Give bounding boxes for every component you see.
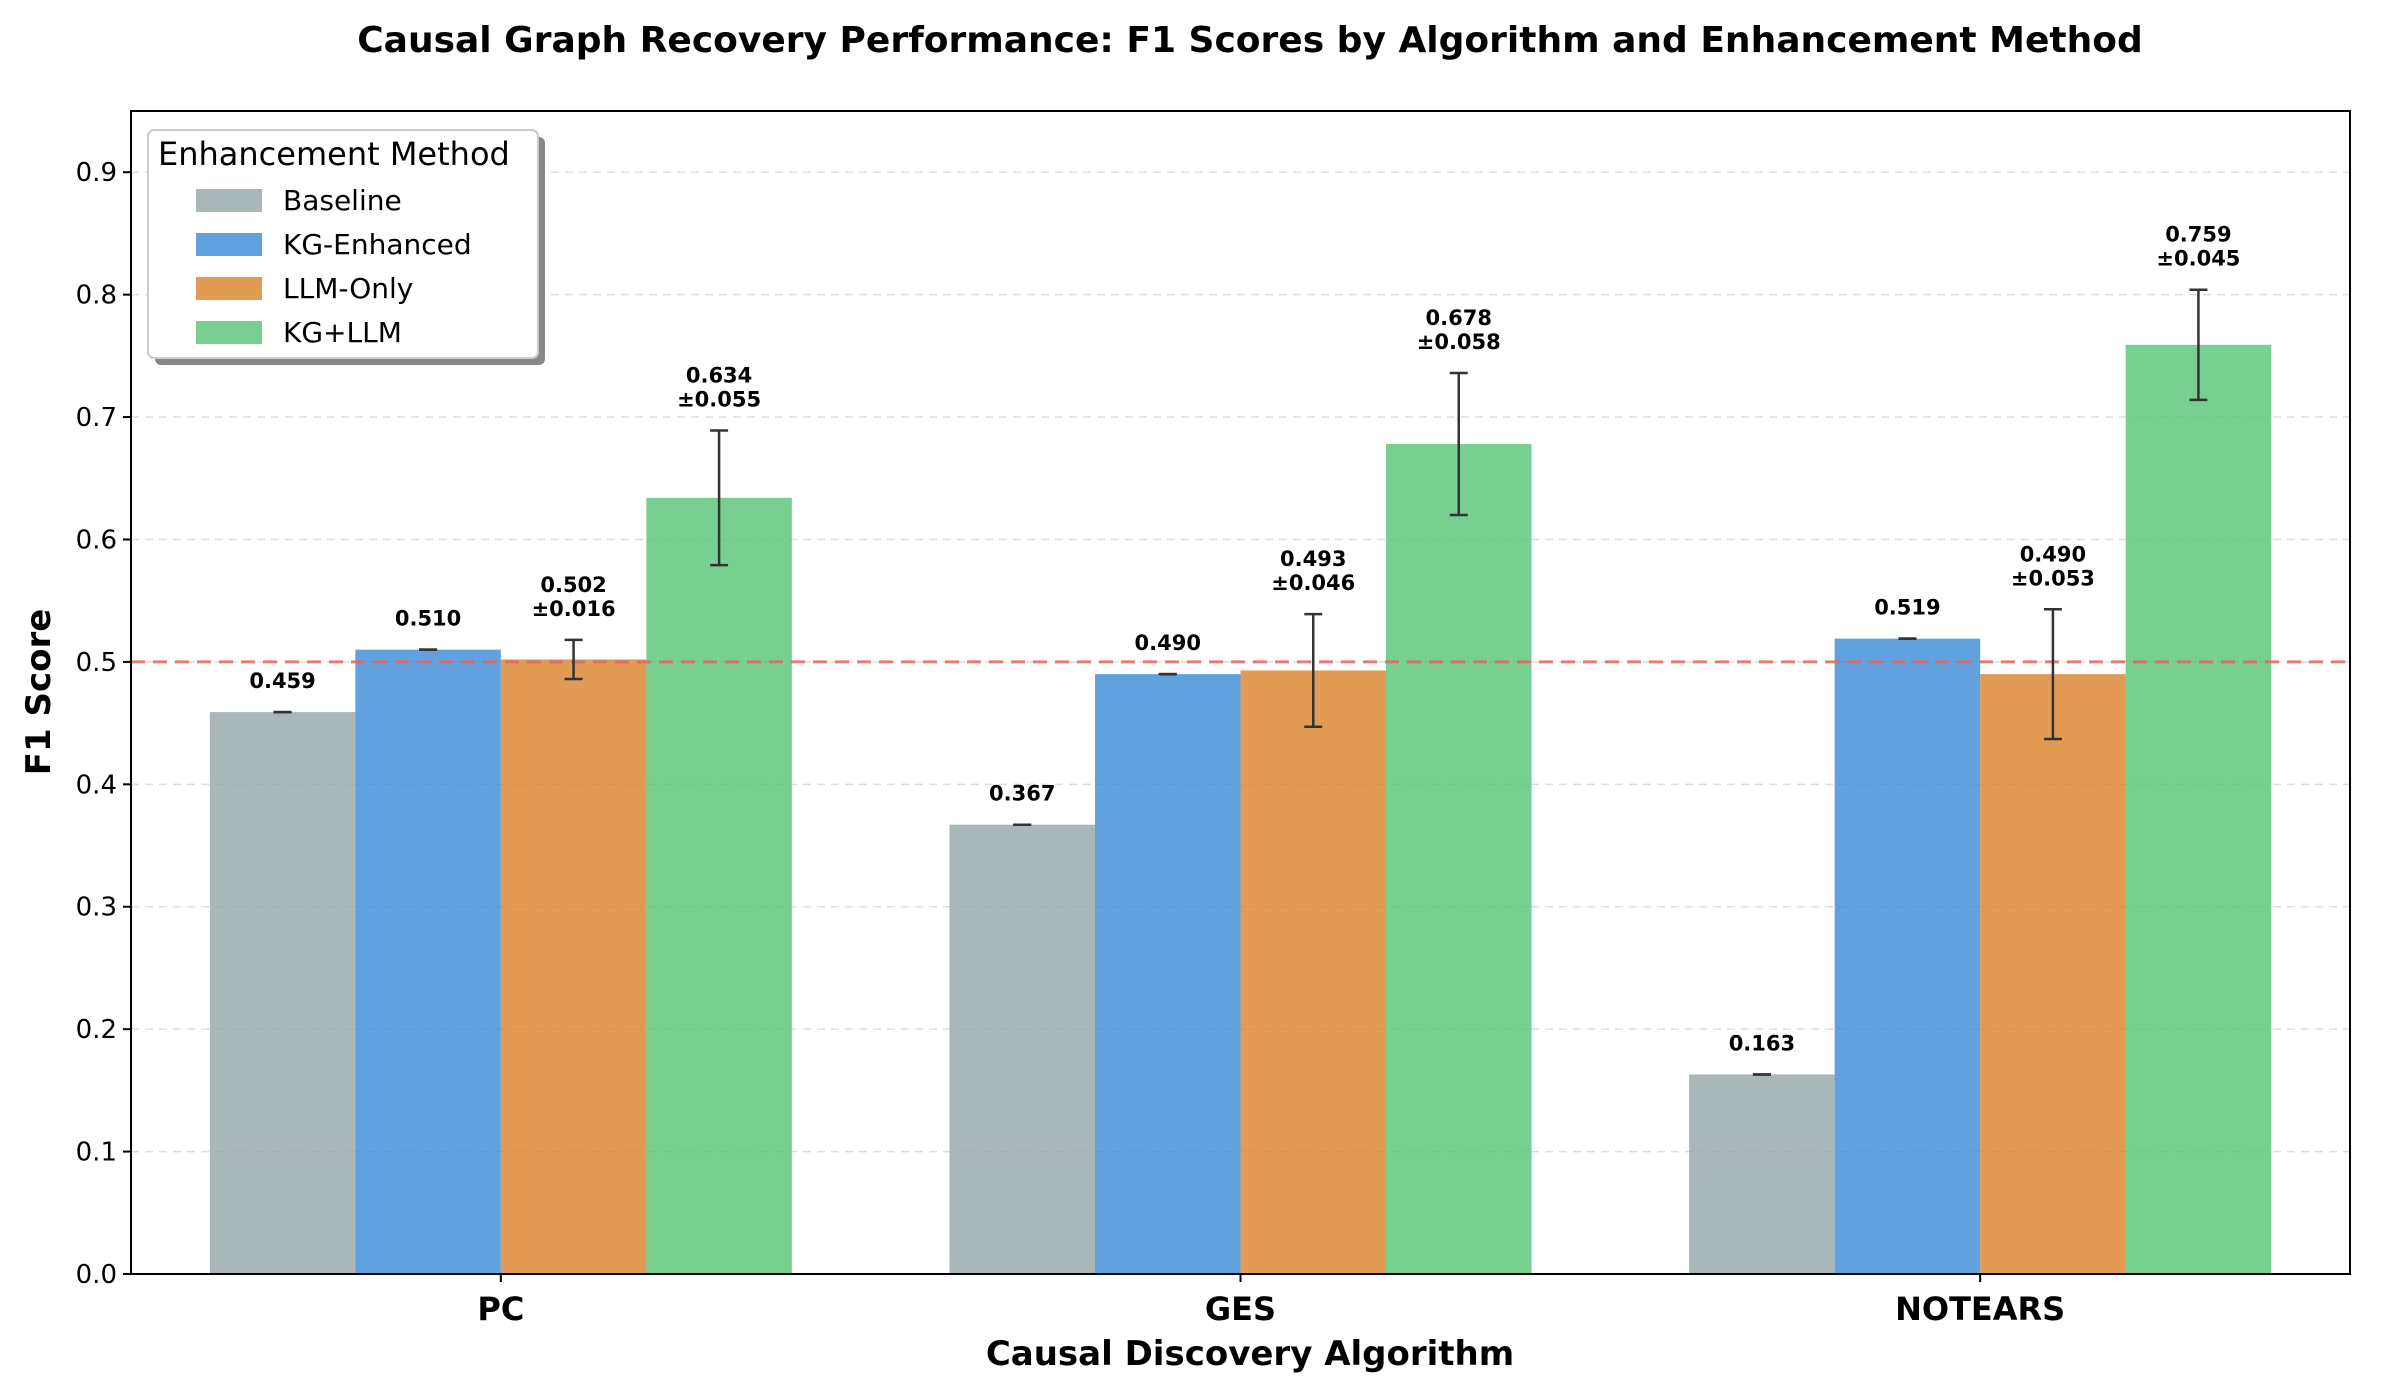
legend-label: KG-Enhanced [283,228,472,261]
x-tick-label: PC [477,1290,524,1328]
legend-box [147,129,539,359]
legend-items: Baseline KG-Enhanced LLM-Only KG+LLM [196,184,472,349]
x-tick-label: GES [1205,1290,1276,1328]
legend-title: Enhancement Method [158,135,510,173]
bar [500,659,647,1274]
data-label-line: ±0.053 [2011,566,2095,590]
data-label: 0.367 [989,782,1055,806]
data-label: 0.493 ±0.046 [1271,547,1355,595]
bar [1689,1074,1835,1274]
data-label-line: ±0.016 [532,597,616,621]
data-label: 0.163 [1729,1031,1795,1055]
legend-swatch [196,189,262,212]
data-label-line: ±0.055 [677,388,761,412]
data-label: 0.502 ±0.016 [532,573,616,621]
y-tick-label: 0.4 [76,770,117,800]
legend-label: KG+LLM [283,316,402,349]
data-label: 0.490 [1135,631,1201,655]
data-label-line: 0.490 [2020,542,2086,566]
y-tick-label: 0.1 [76,1138,117,1168]
data-labels: 0.459 0.510 0.502 ±0.016 0.634 ±0.055 0.367 0.4… [249,223,2240,1056]
y-tick-label: 0.8 [76,281,117,311]
data-label: 0.459 [249,669,315,693]
bar [1980,674,2126,1274]
data-label-line: ±0.058 [1417,330,1501,354]
data-label-line: 0.634 [686,364,752,388]
bar [2125,344,2272,1274]
y-tick-label: 0.5 [76,648,117,678]
bar [646,497,792,1274]
legend: Enhancement Method Baseline KG-Enhanced LL… [147,129,545,365]
y-tick-label: 0.3 [76,893,117,923]
bar [355,649,501,1274]
data-label: 0.519 [1874,596,1940,620]
bar [1834,638,1981,1274]
bar [1386,443,1532,1275]
legend-swatch [196,277,262,300]
bar [949,824,1095,1274]
error-bars [273,288,2208,1076]
data-label-line: 0.163 [1729,1031,1795,1055]
data-label: 0.759 ±0.045 [2156,223,2240,271]
data-label-line: 0.519 [1874,596,1940,620]
legend-swatch [196,233,262,256]
x-axis-label: Causal Discovery Algorithm [986,1334,1514,1374]
bar [1095,674,1241,1274]
data-label-line: 0.678 [1426,306,1492,330]
x-axis: PC GES NOTEARS [477,1274,2065,1328]
data-label: 0.510 [395,607,461,631]
bar [209,712,356,1274]
legend-swatch [196,321,262,344]
legend-label: LLM-Only [283,272,413,305]
data-label-line: 0.493 [1280,547,1346,571]
data-label-line: ±0.046 [1271,571,1355,595]
data-label: 0.634 ±0.055 [677,364,761,412]
y-tick-label: 0.0 [76,1260,117,1290]
bars [209,344,2272,1275]
data-label-line: 0.490 [1135,631,1201,655]
data-label-line: 0.510 [395,607,461,631]
data-label-line: 0.759 [2165,223,2231,247]
data-label: 0.490 ±0.053 [2011,542,2095,590]
y-tick-label: 0.9 [76,158,117,188]
data-label-line: 0.367 [989,782,1055,806]
data-label-line: ±0.045 [2156,247,2240,271]
chart-title: Causal Graph Recovery Performance: F1 Sc… [357,20,2143,61]
y-tick-label: 0.7 [76,403,117,433]
y-axis: 0.0 0.1 0.2 0.3 0.4 0.5 0.6 0.7 0.8 0.9 [76,158,131,1290]
y-axis-label: F1 Score [19,609,59,776]
x-tick-label: NOTEARS [1895,1290,2065,1328]
data-label-line: 0.502 [540,573,606,597]
data-label: 0.678 ±0.058 [1417,306,1501,354]
data-label-line: 0.459 [249,669,315,693]
bar [1240,670,1386,1274]
legend-label: Baseline [283,184,402,217]
y-tick-label: 0.6 [76,525,117,555]
y-tick-label: 0.2 [76,1015,117,1045]
